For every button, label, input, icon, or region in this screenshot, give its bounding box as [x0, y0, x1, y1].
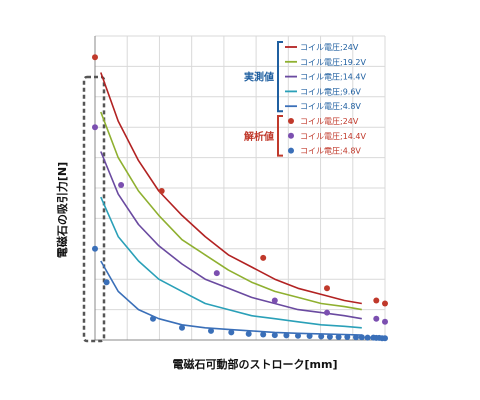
series-point-5: [335, 334, 342, 340]
legend-swatch-dot: [288, 132, 294, 139]
series-point-6: [118, 182, 125, 188]
series-point-5: [260, 331, 267, 338]
legend-label: コイル電圧;14.4V: [300, 73, 367, 82]
series-point-5: [271, 332, 278, 339]
legend-group-bracket: [277, 115, 283, 157]
series-point-6: [92, 124, 98, 131]
series-point-5: [179, 324, 185, 331]
series-point-7: [382, 300, 388, 307]
legend-label: コイル電圧;24V: [300, 117, 359, 126]
series-point-6: [373, 315, 380, 322]
series-point-5: [228, 329, 235, 336]
series-points: [92, 54, 388, 342]
legend-label: コイル電圧;4.8V: [300, 147, 361, 156]
legend-swatch-dot: [288, 118, 294, 124]
series-point-6: [324, 309, 330, 316]
series-point-5: [103, 279, 110, 286]
legend-label: コイル電圧;14.4V: [300, 132, 367, 141]
series-point-7: [260, 254, 267, 261]
series-line-3: [100, 196, 362, 329]
series-point-7: [373, 297, 380, 304]
legend: コイル電圧;24V コイル電圧;19.2V コイル電圧;14.4V コイル電圧;9.6…: [244, 41, 367, 157]
series-point-5: [364, 334, 371, 341]
series-lines: [100, 72, 362, 336]
series-point-6: [213, 270, 220, 277]
legend-group-label: 実測値: [244, 71, 274, 84]
series-point-5: [382, 335, 388, 342]
series-point-5: [344, 334, 351, 340]
series-point-7: [158, 188, 165, 194]
series-line-1: [100, 111, 362, 311]
series-line-0: [100, 72, 362, 305]
series-point-6: [382, 318, 388, 325]
series-point-5: [358, 334, 365, 341]
x-axis-label: 電磁石可動部のストローク[mm]: [173, 357, 338, 371]
y-axis-label: 電磁石の吸引力[N]: [55, 162, 69, 258]
legend-group-label: 解析値: [244, 130, 274, 143]
series-point-5: [326, 333, 333, 340]
legend-swatch-dot: [288, 147, 294, 154]
series-point-5: [150, 315, 156, 322]
series-point-5: [245, 330, 252, 337]
series-point-7: [324, 285, 330, 292]
series-line-2: [100, 151, 362, 320]
series-point-5: [306, 333, 313, 339]
series-point-5: [295, 332, 301, 339]
legend-label: コイル電圧;19.2V: [300, 58, 367, 67]
series-point-5: [92, 245, 98, 252]
measurement-highlight-box: [82, 75, 106, 343]
series-point-5: [353, 334, 359, 341]
plot-grid: [94, 35, 386, 341]
legend-group-bracket: [277, 41, 283, 113]
series-point-5: [208, 327, 214, 334]
legend-label: コイル電圧;4.8V: [300, 102, 361, 111]
series-point-6: [271, 297, 278, 304]
series-point-5: [283, 332, 290, 339]
series-point-5: [318, 333, 325, 340]
legend-label: コイル電圧;24V: [300, 43, 359, 52]
series-point-7: [92, 54, 98, 61]
legend-label: コイル電圧;9.6V: [300, 87, 361, 96]
